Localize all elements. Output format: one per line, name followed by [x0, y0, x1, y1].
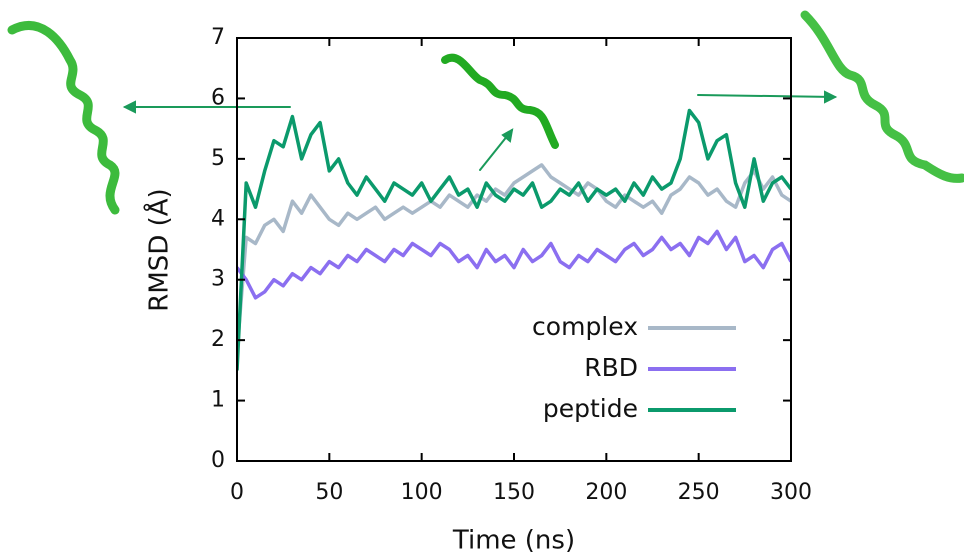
x-tick-label: 250 — [678, 480, 720, 505]
legend-label: RBD — [584, 353, 638, 382]
legend-label: complex — [532, 312, 638, 341]
x-tick-label: 0 — [230, 480, 244, 505]
helix — [800, 10, 964, 183]
y-tick-label: 1 — [211, 388, 225, 413]
x-tick-label: 50 — [315, 480, 343, 505]
x-tick-label: 100 — [401, 480, 443, 505]
series-line — [237, 108, 791, 371]
y-tick-label: 0 — [211, 448, 225, 473]
x-tick-label: 200 — [585, 480, 627, 505]
arrow-head — [824, 90, 838, 104]
x-tick-label: 150 — [493, 480, 535, 505]
y-tick-label: 6 — [211, 85, 225, 110]
structure-images — [7, 10, 964, 215]
y-tick-label: 3 — [211, 267, 225, 292]
y-tick-label: 2 — [211, 327, 225, 352]
arrow-head — [122, 100, 136, 114]
x-tick-label: 300 — [770, 480, 812, 505]
y-tick-label: 7 — [211, 25, 225, 50]
helix — [441, 53, 559, 149]
helix — [7, 20, 120, 215]
series-line — [237, 163, 791, 353]
y-tick-label: 4 — [211, 206, 225, 231]
y-axis-title: RMSD (Å) — [143, 188, 175, 311]
legend-label: peptide — [543, 394, 638, 423]
series-line — [237, 229, 791, 300]
arrow-head — [501, 128, 514, 143]
y-tick-label: 5 — [211, 146, 225, 171]
x-axis-title: Time (ns) — [452, 526, 575, 556]
arrow — [697, 94, 836, 98]
